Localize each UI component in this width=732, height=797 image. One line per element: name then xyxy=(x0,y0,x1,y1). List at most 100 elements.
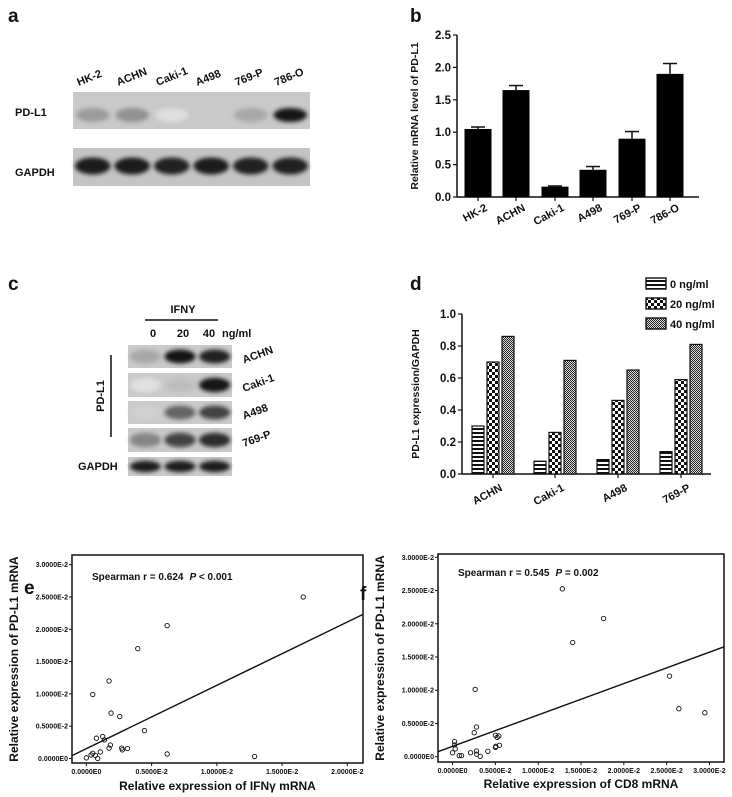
blot-lane-label: ACHN xyxy=(115,66,149,89)
blot-band xyxy=(199,432,231,448)
blot-band xyxy=(153,157,190,175)
blot-row-label: A498 xyxy=(241,402,270,422)
x-axis-label: Relative expression of CD8 mRNA xyxy=(484,777,679,791)
data-point xyxy=(452,746,458,752)
data-point xyxy=(106,745,112,751)
data-point xyxy=(570,639,576,646)
x-tick-label: ACHN xyxy=(471,482,505,508)
scatter-chart-e: 0.0000E0 0.5000E-2 1.0000E-2 1.5000E-2 2.000… xyxy=(7,554,364,793)
data-point xyxy=(494,734,500,740)
blot-band xyxy=(164,349,196,364)
annotation-p: P xyxy=(555,568,562,579)
blot-a-row-label-gapdh: GAPDH xyxy=(15,167,55,179)
data-point xyxy=(119,747,126,753)
bar xyxy=(618,138,646,197)
blot-band xyxy=(273,108,308,122)
blot-lane-label: A498 xyxy=(194,68,223,89)
y-tick-label: 3.0000E-2 xyxy=(36,562,68,569)
x-axis-label: Relative expression of IFNγ mRNA xyxy=(119,779,316,793)
blot-band xyxy=(199,349,231,364)
bar xyxy=(611,399,625,475)
data-point xyxy=(456,752,462,759)
data-point xyxy=(124,745,131,752)
y-tick-label: 0.0000E0 xyxy=(38,756,68,763)
y-tick-label: 0.5000E-2 xyxy=(402,721,434,728)
y-tick-label: 1.5 xyxy=(435,95,452,107)
blot-band xyxy=(199,460,231,473)
x-tick-label: 786-O xyxy=(649,202,682,227)
bar xyxy=(541,186,569,197)
blot-band xyxy=(74,157,111,175)
data-point xyxy=(107,742,114,748)
data-point xyxy=(108,710,114,716)
dose-unit: ng/ml xyxy=(222,328,251,340)
blot-band xyxy=(129,349,161,364)
bar xyxy=(464,128,492,197)
y-tick-label: 2.0000E-2 xyxy=(36,627,68,634)
data-point xyxy=(300,594,306,600)
x-tick-label: A498 xyxy=(601,482,630,505)
blot-band xyxy=(75,108,110,122)
blot-band xyxy=(114,157,151,175)
data-point xyxy=(473,748,480,754)
legend-swatch xyxy=(645,277,667,290)
data-point xyxy=(83,755,90,761)
y-tick-label: 2.0 xyxy=(435,62,451,74)
data-point xyxy=(117,713,123,720)
x-tick-label: 3.0000E-2 xyxy=(693,768,725,775)
y-axis-label: PD-L1 expression/GAPDH xyxy=(410,329,422,459)
western-blot-c: ACHN Caki-1 A498 769-P xyxy=(128,344,276,476)
bar-chart-b: 0.0 0.5 1.0 1.5 2.0 2.5 HK-2 ACHN Caki-1 A498 769-… xyxy=(409,30,699,228)
bar xyxy=(471,425,485,475)
blot-band xyxy=(164,432,196,448)
annotation-r: r = 0.624 xyxy=(143,572,184,583)
x-tick-label: 769-P xyxy=(661,482,693,506)
spearman-annotation-e: Spearman r = 0.624 P < 0.001 xyxy=(92,572,233,583)
data-point xyxy=(467,750,474,756)
blot-lane-label: 786-O xyxy=(273,66,306,89)
panel-label-d: d xyxy=(410,274,422,295)
y-axis-label: Relative expression of PD-L1 mRNA xyxy=(7,556,21,762)
blot-c-gapdh-label: GAPDH xyxy=(78,461,118,473)
blot-band xyxy=(233,108,268,122)
y-tick-label: 0.5000E-2 xyxy=(36,724,68,731)
panel-label-b: b xyxy=(410,6,422,27)
blot-band xyxy=(194,108,229,122)
panel-label-c: c xyxy=(8,274,19,295)
legend-label: 40 ng/ml xyxy=(670,319,715,331)
data-point xyxy=(101,737,108,743)
bar xyxy=(502,90,530,197)
data-point xyxy=(477,753,483,760)
data-point xyxy=(471,730,477,736)
y-tick-label: 0.4 xyxy=(440,405,457,417)
panel-label-e: e xyxy=(24,578,35,599)
blot-lane-label: Caki-1 xyxy=(154,65,189,88)
y-tick-label: 2.5000E-2 xyxy=(36,594,68,601)
data-point xyxy=(559,586,565,592)
y-tick-label: 1.0 xyxy=(440,309,456,321)
pdl1-group-label: PD-L1 xyxy=(95,380,107,412)
blot-band xyxy=(129,432,161,448)
plot-frame xyxy=(71,554,364,764)
data-point xyxy=(472,686,478,693)
bar-chart-d: 0.0 0.2 0.4 0.6 0.8 1.0 ACHN Caki-1 A498 769-P 0 n… xyxy=(410,277,715,508)
y-tick-label: 2.5000E-2 xyxy=(402,588,434,595)
legend-label: 0 ng/ml xyxy=(670,279,709,291)
blot-band xyxy=(129,377,161,393)
blot-row-label: Caki-1 xyxy=(241,372,276,395)
blot-strip-gapdh xyxy=(73,148,310,186)
fit-line xyxy=(71,613,364,757)
blot-band xyxy=(164,460,196,473)
data-point xyxy=(496,742,503,748)
y-tick-label: 1.5000E-2 xyxy=(36,659,68,666)
y-tick-label: 0.0 xyxy=(435,192,451,204)
spearman-annotation-f: Spearman r = 0.545 P = 0.002 xyxy=(458,568,599,579)
x-tick-label: ACHN xyxy=(494,202,528,228)
blot-band xyxy=(164,405,196,420)
data-point xyxy=(449,750,456,756)
x-tick-label: 2.0000E-2 xyxy=(331,769,363,776)
bar xyxy=(579,169,607,197)
data-point xyxy=(251,753,258,760)
plot-frame xyxy=(437,553,725,763)
y-axis-label: Relative mRNA level of PD-L1 xyxy=(409,42,421,189)
